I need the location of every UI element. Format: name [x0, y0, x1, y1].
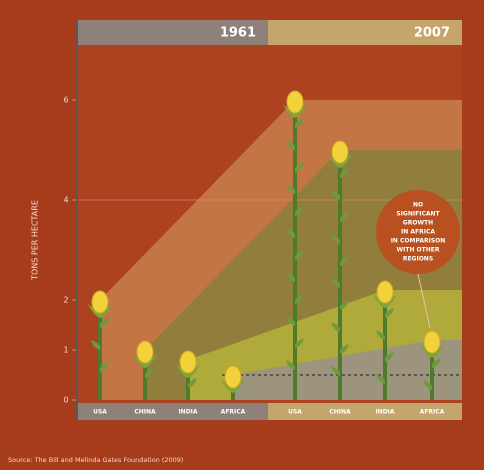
leaf [340, 256, 349, 266]
leaf [331, 322, 340, 332]
leaf [286, 316, 295, 326]
header-label: 2007 [414, 26, 450, 41]
cob [136, 340, 154, 364]
footer-bar [78, 403, 268, 420]
corn-plant [221, 365, 245, 400]
x-tick-label: INDIA [375, 409, 394, 416]
leaf [340, 300, 349, 310]
leaf [286, 228, 295, 238]
leaf [331, 366, 340, 376]
cob [286, 90, 304, 114]
y-axis-label: TONS PER HECTARE [31, 200, 40, 281]
leaf [145, 368, 154, 378]
corn-plant [283, 90, 307, 400]
corn-plant [176, 350, 200, 400]
corn-plant [88, 290, 112, 400]
corn-plant [373, 280, 397, 400]
annotation-pointer [417, 273, 431, 329]
leaf [432, 358, 441, 368]
x-tick-label: CHINA [329, 409, 351, 416]
stalk [338, 150, 342, 400]
leaf [295, 294, 304, 304]
annotation-text: IN AFRICA [401, 229, 435, 236]
y-tick-label: 4 [63, 196, 68, 205]
leaf [423, 380, 432, 390]
leaf [295, 250, 304, 260]
leaf [331, 278, 340, 288]
header-bar [268, 20, 462, 45]
y-tick-label: 6 [63, 96, 68, 105]
growth-band [233, 340, 462, 400]
leaf [331, 234, 340, 244]
cob [331, 140, 349, 164]
leaf [340, 168, 349, 178]
stalk [430, 340, 434, 400]
y-tick-label: 0 [63, 396, 68, 405]
leaf [100, 362, 109, 372]
cob [179, 350, 197, 374]
cob [423, 330, 441, 354]
annotation-text: REGIONS [403, 256, 433, 263]
corn-plant [133, 340, 157, 400]
leaf [286, 140, 295, 150]
cob [91, 290, 109, 314]
annotation-text: SIGNIFICANT [396, 211, 440, 218]
y-tick-label: 1 [63, 346, 68, 355]
leaf [340, 212, 349, 222]
leaf [188, 378, 197, 388]
stalk [383, 290, 387, 400]
leaf [286, 272, 295, 282]
leaf [295, 118, 304, 128]
plot-left-edge [76, 20, 78, 420]
y-tick-label: 2 [63, 296, 68, 305]
x-tick-label: AFRICA [420, 409, 445, 416]
corn-plant [420, 330, 444, 400]
x-tick-label: CHINA [134, 409, 156, 416]
leaf [100, 318, 109, 328]
x-tick-label: USA [93, 409, 107, 416]
x-tick-label: USA [288, 409, 302, 416]
corn-plant [328, 140, 352, 400]
footer-bar [268, 403, 462, 420]
annotation-circle [376, 190, 460, 274]
cob [224, 365, 242, 389]
stalk [186, 360, 190, 400]
leaf [385, 308, 394, 318]
leaf [331, 190, 340, 200]
leaf [376, 330, 385, 340]
cob [376, 280, 394, 304]
leaf [376, 374, 385, 384]
annotation-text: NO [413, 202, 423, 209]
x-tick-label: INDIA [178, 409, 197, 416]
annotation-text: WITH OTHER [397, 247, 440, 254]
leaf [295, 206, 304, 216]
leaf [340, 344, 349, 354]
header-label: 1961 [220, 26, 256, 41]
leaf [295, 338, 304, 348]
annotation-text: GROWTH [403, 220, 433, 227]
leaf [286, 184, 295, 194]
leaf [91, 340, 100, 350]
annotation-text: IN COMPARISON [391, 238, 446, 245]
source: Source: The Bill and Melinda Gates Found… [8, 456, 183, 464]
stalk [293, 100, 297, 400]
header-bar [78, 20, 268, 45]
leaf [295, 162, 304, 172]
x-tick-label: AFRICA [221, 409, 246, 416]
leaf [286, 360, 295, 370]
leaf [385, 352, 394, 362]
